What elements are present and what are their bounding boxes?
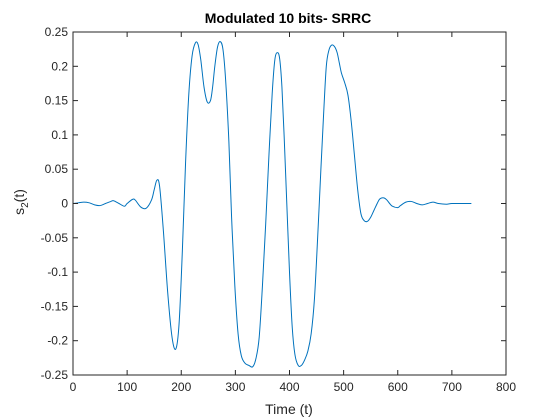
series-line [72,41,472,368]
chart-title: Modulated 10 bits- SRRC [205,10,371,26]
y-tick-label: 0.05 [45,162,69,176]
y-tick-label: -0.2 [47,334,68,348]
y-tick-label: 0.15 [45,94,69,108]
x-tick-label: 400 [279,380,299,394]
axes-background [73,32,506,375]
axes-frame [72,31,507,376]
x-tick-label: 0 [70,380,77,394]
y-tick-label: -0.1 [47,265,68,279]
y-tick-label: -0.25 [41,368,69,382]
y-axis-label: s2(t) [11,189,31,215]
x-tick-label: 700 [442,380,462,394]
x-tick-label: 500 [334,380,354,394]
y-axis-label-subscript: 2 [20,202,31,208]
y-tick-label: 0.1 [51,128,68,142]
y-tick-label: -0.15 [41,299,69,313]
x-tick-label: 600 [388,380,408,394]
y-tick-label: 0.25 [45,25,69,39]
series-group [72,41,472,368]
x-tick-label: 200 [171,380,191,394]
plot-area: 0 100 200 300 400 500 600 700 800 -0.25 -0.2 -0.15… [41,25,517,394]
y-axis-ticks: -0.25 -0.2 -0.15 -0.1 -0.05 0 0.05 0.1 0.15 0.2 0.… [41,25,506,382]
y-tick-label: -0.05 [41,231,69,245]
y-tick-label: 0.2 [51,59,68,73]
x-axis-label: Time (t) [265,401,313,417]
x-tick-label: 300 [225,380,245,394]
y-axis-label-tail: (t) [11,189,27,202]
x-tick-label: 800 [496,380,516,394]
y-axis-label-main: s [11,208,27,215]
x-axis-ticks: 0 100 200 300 400 500 600 700 800 [70,32,516,394]
y-tick-label: 0 [61,197,68,211]
x-tick-label: 100 [117,380,137,394]
